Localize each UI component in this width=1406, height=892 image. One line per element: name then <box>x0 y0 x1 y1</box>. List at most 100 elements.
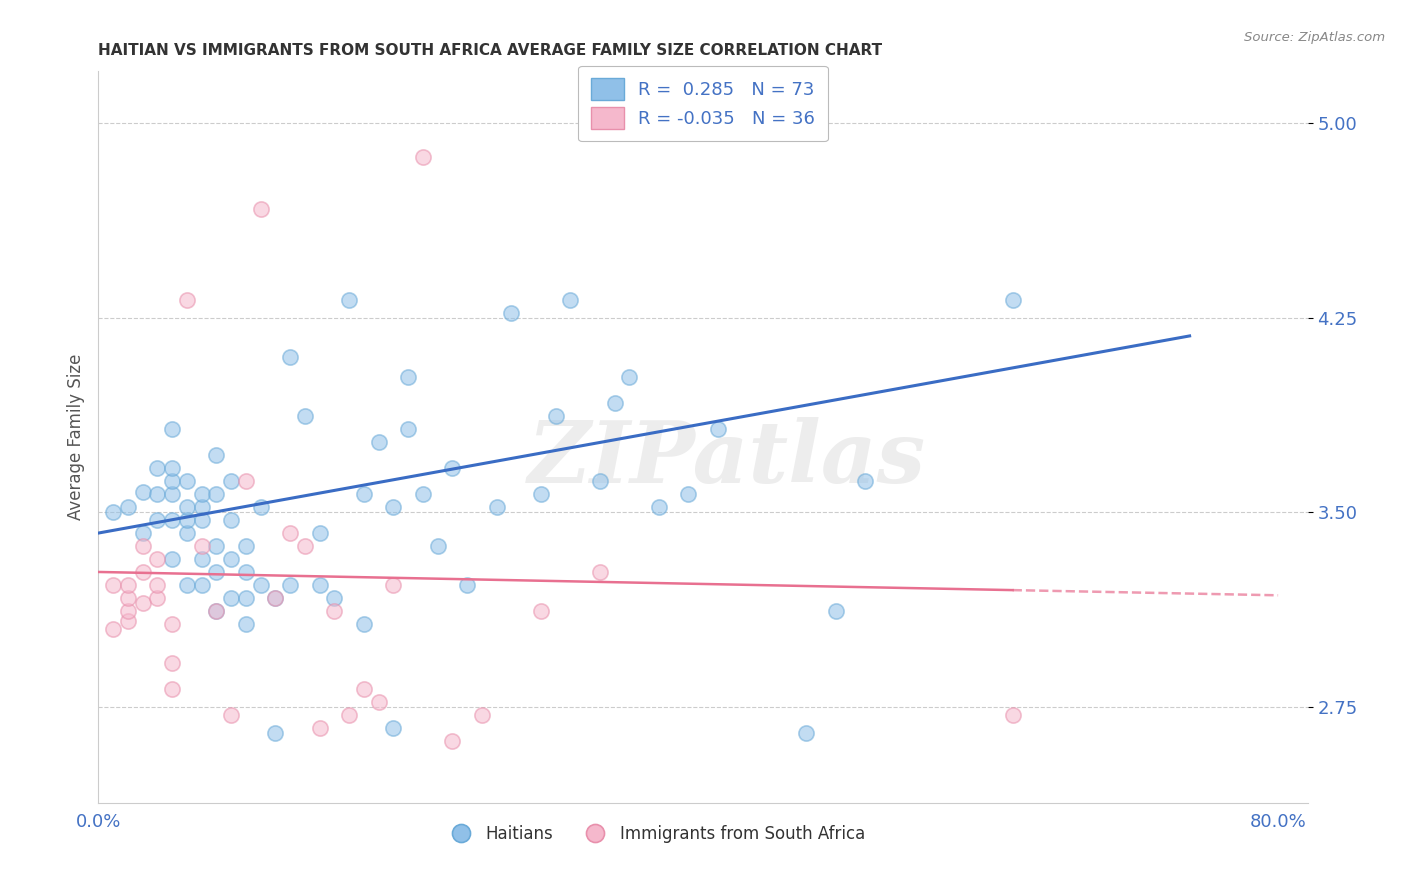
Point <box>190 578 212 592</box>
Point <box>603 396 626 410</box>
Point <box>264 725 287 739</box>
Point <box>396 422 419 436</box>
Point <box>235 565 257 579</box>
Point <box>205 604 228 618</box>
Point <box>560 293 582 307</box>
Point <box>308 526 330 541</box>
Point <box>235 474 257 488</box>
Point <box>249 500 271 515</box>
Point <box>160 656 183 670</box>
Point <box>382 500 405 515</box>
Point <box>146 513 169 527</box>
Point <box>278 578 301 592</box>
Point <box>176 578 198 592</box>
Point <box>249 202 271 216</box>
Point <box>530 604 553 618</box>
Point <box>471 707 494 722</box>
Point <box>441 733 464 747</box>
Point <box>1001 707 1024 722</box>
Point <box>219 707 242 722</box>
Point <box>294 539 316 553</box>
Point <box>117 591 139 605</box>
Point <box>160 474 183 488</box>
Point <box>456 578 478 592</box>
Point <box>412 487 434 501</box>
Text: Source: ZipAtlas.com: Source: ZipAtlas.com <box>1244 31 1385 45</box>
Point <box>205 448 228 462</box>
Point <box>249 578 271 592</box>
Point <box>117 500 139 515</box>
Point <box>160 513 183 527</box>
Point <box>117 614 139 628</box>
Text: ZIPatlas: ZIPatlas <box>529 417 927 500</box>
Point <box>176 500 198 515</box>
Point <box>308 721 330 735</box>
Point <box>205 487 228 501</box>
Point <box>146 487 169 501</box>
Point <box>117 578 139 592</box>
Point <box>101 578 124 592</box>
Point <box>337 293 360 307</box>
Point <box>160 616 183 631</box>
Point <box>160 487 183 501</box>
Point <box>176 293 198 307</box>
Point <box>278 526 301 541</box>
Point <box>278 350 301 364</box>
Point <box>160 681 183 696</box>
Point <box>205 539 228 553</box>
Point <box>131 596 153 610</box>
Point <box>146 461 169 475</box>
Point <box>101 622 124 636</box>
Point <box>160 552 183 566</box>
Point <box>706 422 728 436</box>
Point <box>117 604 139 618</box>
Point <box>235 616 257 631</box>
Point <box>176 474 198 488</box>
Point <box>205 565 228 579</box>
Point <box>101 505 124 519</box>
Legend: Haitians, Immigrants from South Africa: Haitians, Immigrants from South Africa <box>437 818 872 849</box>
Point <box>264 591 287 605</box>
Point <box>190 500 212 515</box>
Point <box>1001 293 1024 307</box>
Point <box>308 578 330 592</box>
Point <box>648 500 671 515</box>
Point <box>353 616 375 631</box>
Point <box>131 484 153 499</box>
Point <box>176 526 198 541</box>
Point <box>294 409 316 424</box>
Point <box>219 513 242 527</box>
Point <box>190 487 212 501</box>
Point <box>190 552 212 566</box>
Point <box>176 513 198 527</box>
Point <box>160 422 183 436</box>
Point <box>678 487 700 501</box>
Point <box>412 150 434 164</box>
Point <box>205 604 228 618</box>
Point <box>323 604 346 618</box>
Point <box>794 725 817 739</box>
Point <box>160 461 183 475</box>
Point <box>353 487 375 501</box>
Point <box>131 526 153 541</box>
Point <box>382 721 405 735</box>
Point <box>146 578 169 592</box>
Point <box>441 461 464 475</box>
Point <box>219 591 242 605</box>
Point <box>131 565 153 579</box>
Point <box>544 409 567 424</box>
Point <box>589 474 612 488</box>
Point <box>824 604 846 618</box>
Point <box>190 539 212 553</box>
Point <box>337 707 360 722</box>
Point <box>146 591 169 605</box>
Point <box>367 695 389 709</box>
Point <box>235 591 257 605</box>
Point <box>235 539 257 553</box>
Point <box>501 305 523 319</box>
Text: HAITIAN VS IMMIGRANTS FROM SOUTH AFRICA AVERAGE FAMILY SIZE CORRELATION CHART: HAITIAN VS IMMIGRANTS FROM SOUTH AFRICA … <box>98 43 883 58</box>
Point <box>367 435 389 450</box>
Point <box>853 474 876 488</box>
Point <box>146 552 169 566</box>
Point <box>426 539 449 553</box>
